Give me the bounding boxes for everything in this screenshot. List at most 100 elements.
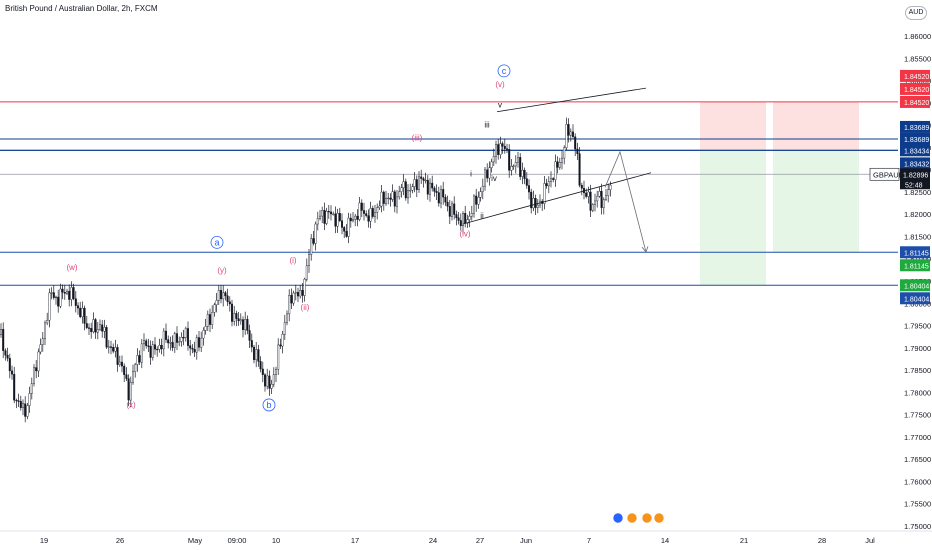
candle-body [268,375,271,389]
candle-body [211,311,214,325]
candle-body [264,374,267,387]
candle-body [499,143,502,155]
candle-body [402,181,405,188]
candle-body [332,213,335,215]
candle-body [103,327,106,332]
price-tick-label: 1.82500 [904,188,931,197]
candle-body [420,176,423,179]
candle-body [59,288,62,307]
candle-body [87,327,90,329]
symbol-tag [869,167,900,181]
candle-body [321,209,324,217]
wave-label: v [498,100,502,109]
candle-body [389,197,392,200]
price-level-label-text: 1.81145 [904,263,929,270]
time-axis[interactable]: 19 26 May 09:00 10 17 24 27 Jun 7 14 21 28 Jul [0,530,932,545]
candle-body [98,324,101,330]
candle-body [440,189,443,204]
candle-body [230,303,233,322]
candle-body [239,319,242,322]
candle-body [508,149,511,171]
candle-body [464,213,467,224]
candle-body [596,195,599,202]
price-tick-label: 1.79000 [904,344,931,353]
candle-body [517,157,520,163]
event-icons[interactable] [612,512,665,524]
wave-label: (w) [66,263,77,272]
time-tick-label: Jun [520,536,532,545]
channel-drawings [462,87,652,253]
candle-body [76,305,79,309]
currency-button[interactable]: AUD [905,6,927,20]
channel-upper-line [496,87,647,113]
candle-body [10,370,13,375]
price-level-label-text: 1.83689 [904,137,929,144]
candle-body [96,329,99,333]
candle-body [184,328,187,338]
candle-body [55,296,58,299]
candle-body [391,191,394,200]
candle-body [396,196,399,207]
candle-body [261,368,264,375]
candle-body [30,383,33,394]
time-tick-label: 21 [740,536,748,545]
candle-body [109,346,112,348]
candle-body [19,401,22,408]
candle-body [252,346,255,360]
candle-body [57,296,60,307]
projection-path [604,150,647,253]
candle-body [312,238,315,244]
candle-body [316,218,319,225]
candle-body [543,183,546,204]
candle-body [407,190,410,199]
price-level-label-text: 1.80404 [904,296,929,303]
time-tick-label: 26 [116,536,124,545]
candle-body [294,292,297,294]
price-level-label [900,69,930,82]
candle-body [561,157,564,163]
wave-label: (x) [126,401,136,410]
price-tick-label: 1.79500 [904,322,931,331]
candle-body [404,181,407,199]
candle-body [215,300,218,306]
candle-body [182,337,185,339]
candle-body [24,403,27,417]
candle-body [497,144,500,155]
time-tick-label: 10 [272,536,280,545]
candle-body [48,292,51,321]
candle-body [365,213,368,216]
candle-body [565,124,568,148]
candle-body [327,211,330,213]
projection-arrowhead [641,246,649,253]
price-level-label [900,95,930,108]
time-tick-label: 09:00 [228,536,247,545]
candle-body [156,348,159,351]
candle-body [255,349,258,360]
candle-body [545,183,548,187]
candle-body [167,339,170,344]
candle-body [488,167,491,179]
candle-body [72,287,75,299]
candle-body [17,400,20,402]
candle-body [129,382,132,401]
candle-body [382,191,385,204]
candle-body [6,354,9,359]
candle-body [131,371,134,383]
candle-body [341,220,344,228]
candle-body [297,292,300,297]
price-axis[interactable]: 1.860001.855001.850001.845001.840001.835… [869,32,931,531]
candle-body [554,161,557,180]
candle-body [607,189,610,196]
candle-body [74,298,77,306]
price-level-label [900,144,930,157]
candle-body [283,322,286,335]
wave-label: (ii) [301,303,310,312]
candle-body [107,346,110,348]
candle-body [114,347,117,352]
time-tick-label: 14 [661,536,669,545]
candle-body [277,344,280,370]
candle-body [455,214,458,219]
price-tick-label: 1.75000 [904,522,931,531]
